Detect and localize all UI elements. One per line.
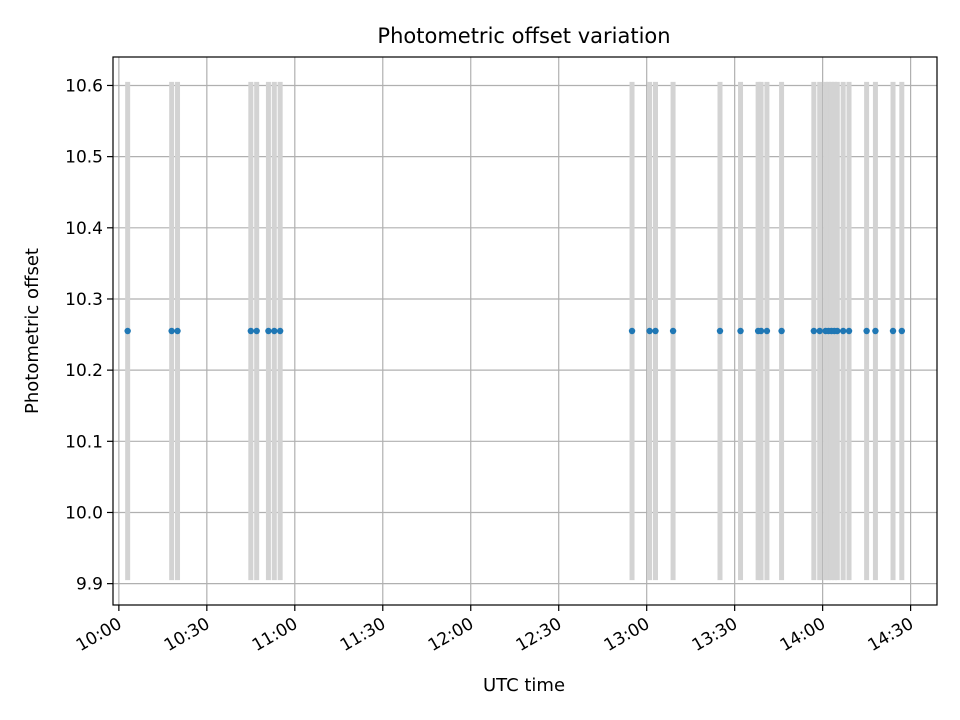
data-point (253, 327, 260, 335)
y-axis: 9.9 10.0 10.1 10.2 10.3 10.4 10.5 10.6 (65, 76, 113, 595)
data-point (652, 327, 659, 335)
x-tick-label: 12:00 (425, 614, 477, 656)
data-point (898, 327, 906, 335)
data-point (889, 327, 897, 335)
data-point (839, 327, 847, 335)
chart-title: Photometric offset variation (377, 24, 670, 48)
data-point (168, 327, 175, 335)
data-point (628, 327, 636, 335)
y-tick-label: 10.4 (65, 219, 103, 239)
data-point (247, 327, 255, 335)
y-tick-label: 10.3 (65, 290, 103, 310)
x-tick-label: 10:00 (73, 614, 125, 656)
x-tick-label: 11:30 (337, 614, 389, 656)
data-point (716, 327, 724, 335)
x-tick-label: 11:00 (249, 614, 301, 656)
x-tick-label: 10:30 (161, 614, 213, 656)
data-point (669, 327, 677, 335)
data-point (863, 327, 870, 335)
x-tick-label: 13:00 (601, 614, 653, 656)
y-tick-label: 9.9 (76, 575, 103, 595)
data-point (124, 327, 131, 335)
data-point (763, 327, 771, 335)
data-point (845, 327, 853, 335)
data-point (778, 327, 785, 335)
data-point (872, 327, 879, 335)
y-tick-label: 10.5 (65, 148, 103, 168)
data-point (737, 327, 744, 335)
x-axis: 10:00 10:30 11:00 11:30 12:00 12:30 13:00 13:30… (73, 605, 917, 656)
data-point-series (124, 327, 906, 335)
data-point (271, 327, 278, 335)
data-point (174, 327, 181, 335)
y-axis-title: Photometric offset (22, 248, 43, 414)
plot-frame (112, 56, 938, 606)
data-point (265, 327, 272, 335)
data-point (834, 327, 841, 335)
data-point (276, 327, 284, 335)
data-point (810, 327, 818, 335)
x-tick-label: 14:00 (777, 614, 829, 656)
y-tick-label: 10.0 (65, 503, 103, 523)
x-axis-title: UTC time (483, 675, 565, 696)
y-tick-label: 10.2 (65, 361, 103, 381)
x-tick-label: 14:30 (865, 614, 917, 656)
y-tick-label: 10.1 (65, 432, 103, 452)
y-tick-label: 10.6 (65, 76, 103, 96)
x-tick-label: 13:30 (689, 614, 741, 656)
data-point (757, 327, 765, 335)
x-tick-label: 12:30 (513, 614, 565, 656)
data-point (816, 327, 823, 335)
data-point (646, 327, 653, 335)
